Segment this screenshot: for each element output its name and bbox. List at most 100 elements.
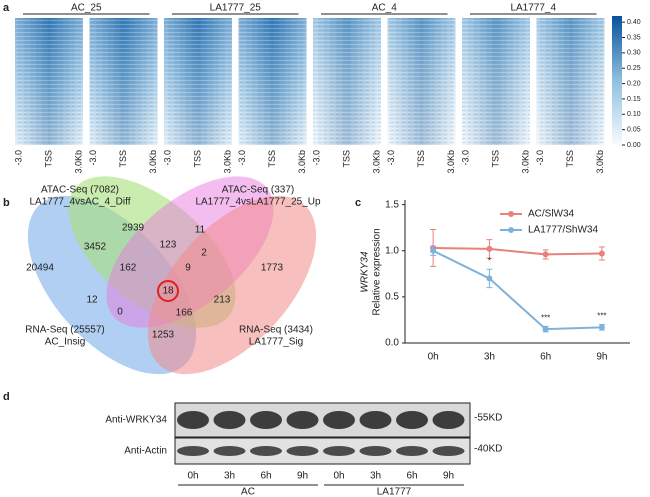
panel-letter: a bbox=[3, 2, 10, 14]
blot-band bbox=[432, 411, 465, 429]
colorbar-tick-label: 0.15 bbox=[627, 96, 641, 103]
y-axis-gene: WRKY34 bbox=[360, 251, 371, 293]
x-tick-label: 9h bbox=[596, 352, 607, 363]
region-count: 1773 bbox=[261, 263, 284, 274]
x-tick-label: 3.0Kb bbox=[595, 150, 605, 174]
x-tick-label: -3.0 bbox=[237, 150, 247, 166]
blot-band bbox=[396, 411, 428, 429]
region-count: 0 bbox=[117, 307, 123, 318]
data-point bbox=[486, 245, 493, 252]
x-tick-label: TSS bbox=[490, 150, 500, 168]
x-tick-label: -3.0 bbox=[535, 150, 545, 166]
blot-band bbox=[177, 446, 209, 456]
set-subtitle: LA1777_4vsAC_4_Diff bbox=[30, 197, 131, 208]
blot-band bbox=[250, 446, 282, 456]
x-tick-label: -3.0 bbox=[13, 150, 23, 166]
blot-band bbox=[286, 446, 319, 456]
x-tick-label: -3.0 bbox=[386, 150, 396, 166]
region-count: 213 bbox=[214, 295, 231, 306]
blot-band bbox=[323, 446, 355, 456]
lane-label: 3h bbox=[224, 471, 235, 482]
region-count: 2 bbox=[201, 248, 207, 259]
size-marker: -40KD bbox=[474, 444, 502, 455]
heatmap-texture bbox=[164, 18, 232, 145]
region-count: 162 bbox=[120, 263, 137, 274]
x-tick-label: 3.0Kb bbox=[371, 150, 381, 174]
group-label: LA1777_4 bbox=[510, 3, 556, 14]
lane-label: 3h bbox=[370, 471, 381, 482]
lane-label: 9h bbox=[443, 471, 454, 482]
blot-band bbox=[323, 411, 355, 429]
colorbar-tick-label: 0.00 bbox=[627, 142, 641, 149]
x-tick-label: 6h bbox=[540, 352, 551, 363]
lane-label: 0h bbox=[187, 471, 198, 482]
lane-label: 9h bbox=[297, 471, 308, 482]
x-tick-label: 0h bbox=[428, 352, 439, 363]
data-point bbox=[430, 247, 437, 254]
region-count: 166 bbox=[176, 308, 193, 319]
region-count: 1253 bbox=[152, 330, 175, 341]
data-point bbox=[542, 251, 549, 258]
y-tick-label: 1.0 bbox=[385, 245, 399, 256]
set-subtitle: LA1777_Sig bbox=[249, 337, 304, 348]
set-subtitle: LA1777_4vsLA1777_25_Up bbox=[195, 197, 321, 208]
lane-label: 6h bbox=[260, 471, 271, 482]
set-name: ATAC-Seq (337) bbox=[222, 185, 294, 196]
x-tick-label: TSS bbox=[192, 150, 202, 168]
blot-band bbox=[286, 411, 319, 429]
region-count: 20494 bbox=[26, 263, 54, 274]
x-tick-label: 3.0Kb bbox=[222, 150, 232, 174]
venn bbox=[27, 176, 317, 375]
western-blot bbox=[174, 402, 471, 465]
x-tick-label: TSS bbox=[43, 150, 53, 168]
group-label: LA1777_25 bbox=[210, 3, 262, 14]
colorbar-tick-label: 0.20 bbox=[627, 80, 641, 87]
series-line bbox=[432, 249, 602, 331]
data-point bbox=[598, 250, 605, 257]
colorbar-tick-label: 0.10 bbox=[627, 111, 641, 118]
lane-label: 0h bbox=[333, 471, 344, 482]
x-tick-label: TSS bbox=[341, 150, 351, 168]
region-count: 11 bbox=[195, 225, 206, 236]
antibody-label: Anti-Actin bbox=[124, 446, 167, 457]
colorbar-tick-label: 0.30 bbox=[627, 50, 641, 57]
lane-label: 6h bbox=[406, 471, 417, 482]
y-axis-title: Relative expression bbox=[372, 228, 383, 315]
blot-band bbox=[396, 446, 428, 456]
venn-set bbox=[147, 195, 317, 375]
heatmap-texture bbox=[313, 18, 381, 145]
set-subtitle: AC_Insig bbox=[45, 337, 86, 348]
y-tick-label: 0.0 bbox=[385, 338, 399, 349]
x-tick-label: TSS bbox=[267, 150, 277, 168]
group-label: AC_4 bbox=[372, 3, 397, 14]
region-count: 18 bbox=[162, 286, 174, 297]
set-name: ATAC-Seq (7082) bbox=[41, 185, 119, 196]
data-point bbox=[542, 326, 549, 333]
series-line bbox=[433, 246, 602, 256]
x-tick-label: TSS bbox=[118, 150, 128, 168]
size-marker: -55KD bbox=[474, 413, 502, 424]
x-tick-label: 3.0Kb bbox=[520, 150, 530, 174]
highlight-circle bbox=[157, 280, 179, 302]
panel-letter: c bbox=[355, 197, 361, 209]
x-tick-label: -3.0 bbox=[162, 150, 172, 166]
antibody-label: Anti-WRKY34 bbox=[105, 415, 167, 426]
region-count: 9 bbox=[185, 263, 191, 274]
x-tick-label: -3.0 bbox=[311, 150, 321, 166]
blot-band bbox=[250, 411, 282, 429]
blot-band bbox=[359, 446, 392, 456]
legend-marker bbox=[508, 227, 514, 233]
y-tick-label: 1.5 bbox=[385, 199, 399, 210]
blot-band bbox=[359, 411, 392, 429]
significance: * bbox=[488, 256, 491, 265]
heatmap-texture bbox=[536, 18, 605, 145]
colorbar-tick-label: 0.35 bbox=[627, 34, 641, 41]
blot-band bbox=[213, 411, 246, 429]
panel-letter: b bbox=[3, 197, 10, 209]
x-tick-label: -3.0 bbox=[460, 150, 470, 166]
region-count: 123 bbox=[160, 240, 177, 251]
region-count: 3452 bbox=[84, 242, 107, 253]
y-tick-label: 0.5 bbox=[385, 292, 399, 303]
x-tick-label: 3h bbox=[484, 352, 495, 363]
